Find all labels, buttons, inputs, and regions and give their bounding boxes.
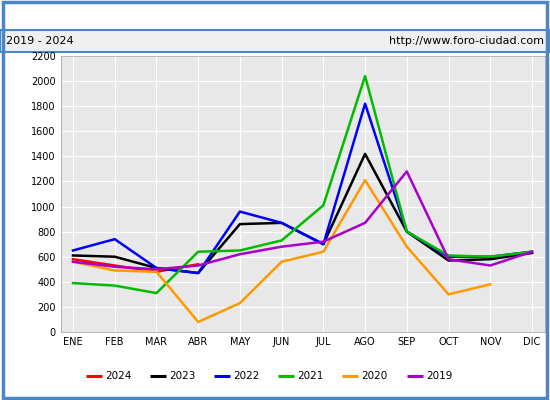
Text: Evolucion Nº Turistas Nacionales en el municipio de Bóveda: Evolucion Nº Turistas Nacionales en el m… bbox=[76, 8, 474, 22]
Text: http://www.foro-ciudad.com: http://www.foro-ciudad.com bbox=[389, 36, 544, 46]
Text: 2021: 2021 bbox=[298, 371, 324, 381]
Text: 2022: 2022 bbox=[233, 371, 260, 381]
Text: 2019 - 2024: 2019 - 2024 bbox=[6, 36, 73, 46]
Text: 2023: 2023 bbox=[169, 371, 195, 381]
Text: 2020: 2020 bbox=[362, 371, 388, 381]
Text: 2019: 2019 bbox=[426, 371, 452, 381]
Text: 2024: 2024 bbox=[105, 371, 131, 381]
